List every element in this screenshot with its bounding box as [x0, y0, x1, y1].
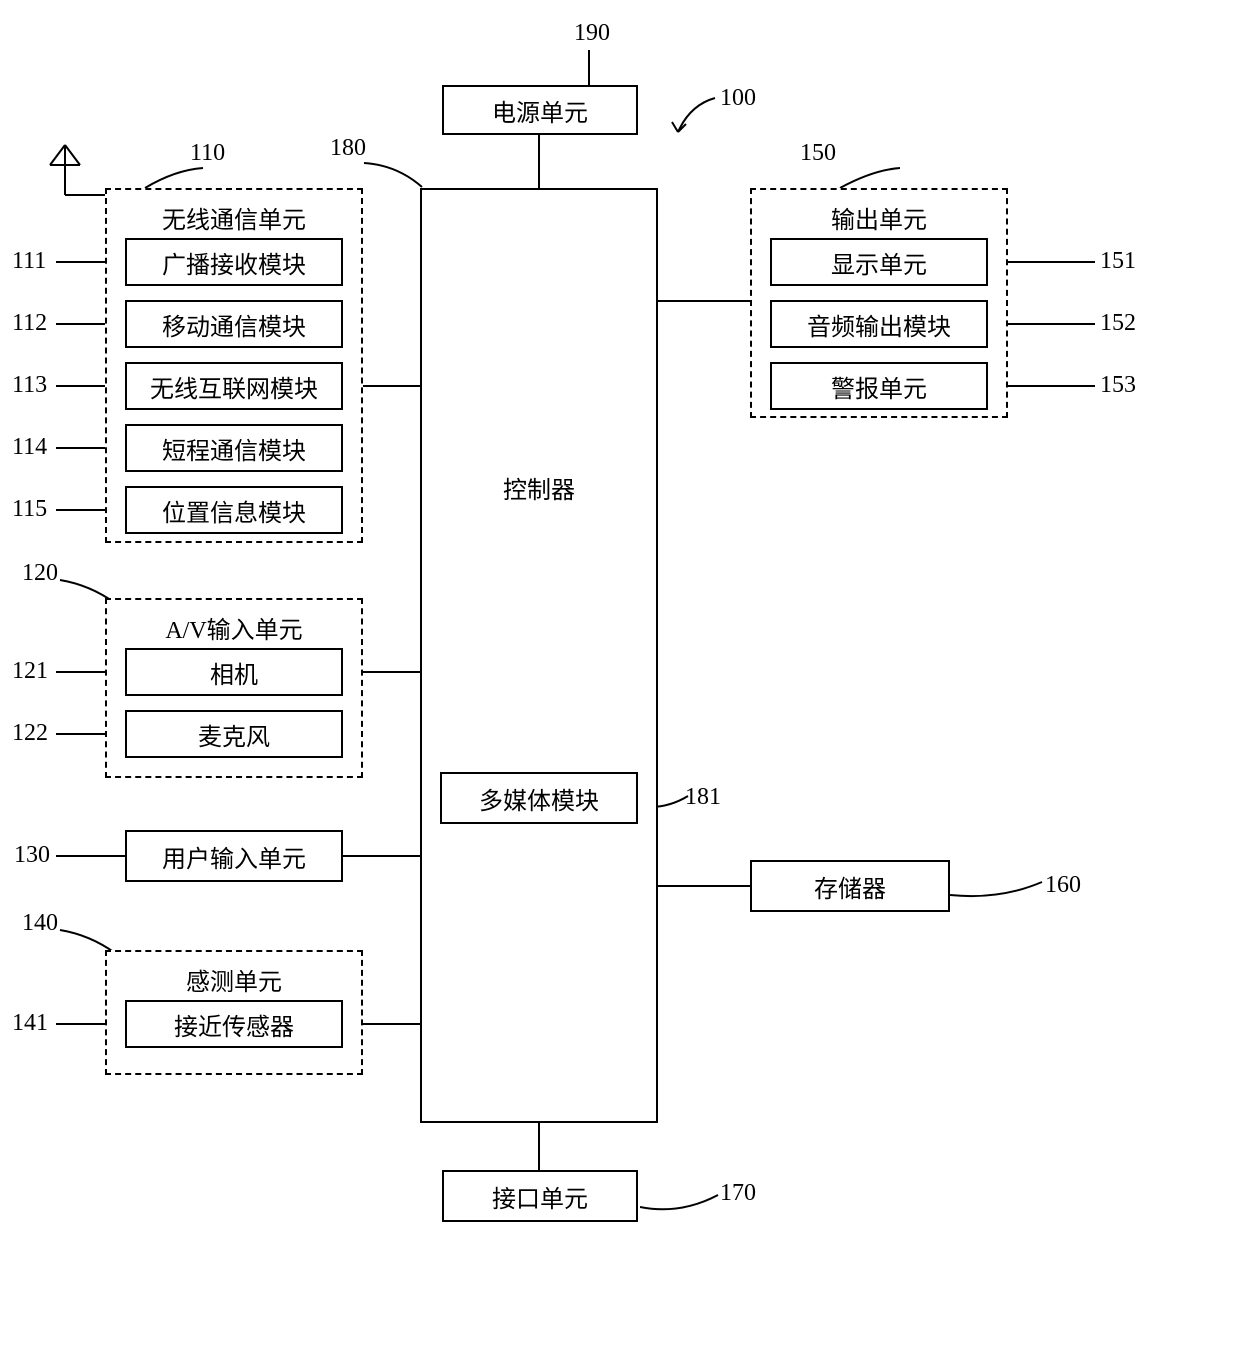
microphone-label: 麦克风	[198, 717, 270, 752]
ref-121: 121	[12, 658, 48, 685]
av-input-title: A/V输入单元	[107, 610, 361, 645]
power-unit-label: 电源单元	[492, 93, 588, 128]
display-unit-block: 显示单元	[770, 238, 988, 286]
interface-unit-block: 接口单元	[442, 1170, 638, 1222]
ref-122: 122	[12, 720, 48, 747]
user-input-block: 用户输入单元	[125, 830, 343, 882]
ref-180: 180	[330, 135, 366, 162]
leader-160-icon	[950, 870, 1050, 905]
alarm-unit-block: 警报单元	[770, 362, 988, 410]
mobile-comm-block: 移动通信模块	[125, 300, 343, 348]
wireless-internet-label: 无线互联网模块	[150, 369, 318, 404]
controller-block: 控制器	[420, 188, 658, 1123]
ref-113: 113	[12, 372, 47, 399]
ref-151: 151	[1100, 248, 1136, 275]
ref-190: 190	[574, 20, 610, 47]
multimedia-block: 多媒体模块	[440, 772, 638, 824]
location-info-label: 位置信息模块	[162, 493, 306, 528]
proximity-block: 接近传感器	[125, 1000, 343, 1048]
ref-112: 112	[12, 310, 47, 337]
broadcast-rx-label: 广播接收模块	[162, 245, 306, 280]
audio-output-label: 音频输出模块	[807, 307, 951, 342]
camera-label: 相机	[210, 655, 258, 690]
ref-130: 130	[14, 842, 50, 869]
interface-unit-label: 接口单元	[492, 1179, 588, 1214]
wireless-internet-block: 无线互联网模块	[125, 362, 343, 410]
ref-114: 114	[12, 434, 47, 461]
short-range-block: 短程通信模块	[125, 424, 343, 472]
location-info-block: 位置信息模块	[125, 486, 343, 534]
mobile-comm-label: 移动通信模块	[162, 307, 306, 342]
ref-141: 141	[12, 1010, 48, 1037]
proximity-label: 接近传感器	[174, 1007, 294, 1042]
ref-115: 115	[12, 496, 47, 523]
multimedia-label: 多媒体模块	[479, 781, 599, 816]
ref-153: 153	[1100, 372, 1136, 399]
ref-111: 111	[12, 248, 46, 275]
ref-120: 120	[22, 560, 58, 587]
ref-150: 150	[800, 140, 836, 167]
ref-170: 170	[720, 1180, 756, 1207]
leader-170-icon	[640, 1185, 725, 1220]
short-range-label: 短程通信模块	[162, 431, 306, 466]
user-input-label: 用户输入单元	[162, 839, 306, 874]
arrow-100-icon	[660, 90, 730, 150]
broadcast-rx-block: 广播接收模块	[125, 238, 343, 286]
sensing-title: 感测单元	[107, 962, 361, 997]
output-unit-title: 输出单元	[752, 200, 1006, 235]
microphone-block: 麦克风	[125, 710, 343, 758]
memory-label: 存储器	[814, 869, 886, 904]
camera-block: 相机	[125, 648, 343, 696]
controller-label: 控制器	[503, 470, 575, 505]
power-unit-block: 电源单元	[442, 85, 638, 135]
audio-output-block: 音频输出模块	[770, 300, 988, 348]
ref-152: 152	[1100, 310, 1136, 337]
ref-160: 160	[1045, 872, 1081, 899]
ref-140: 140	[22, 910, 58, 937]
antenna-icon	[40, 140, 110, 200]
alarm-unit-label: 警报单元	[831, 369, 927, 404]
wireless-comm-title: 无线通信单元	[107, 200, 361, 235]
display-unit-label: 显示单元	[831, 245, 927, 280]
memory-block: 存储器	[750, 860, 950, 912]
